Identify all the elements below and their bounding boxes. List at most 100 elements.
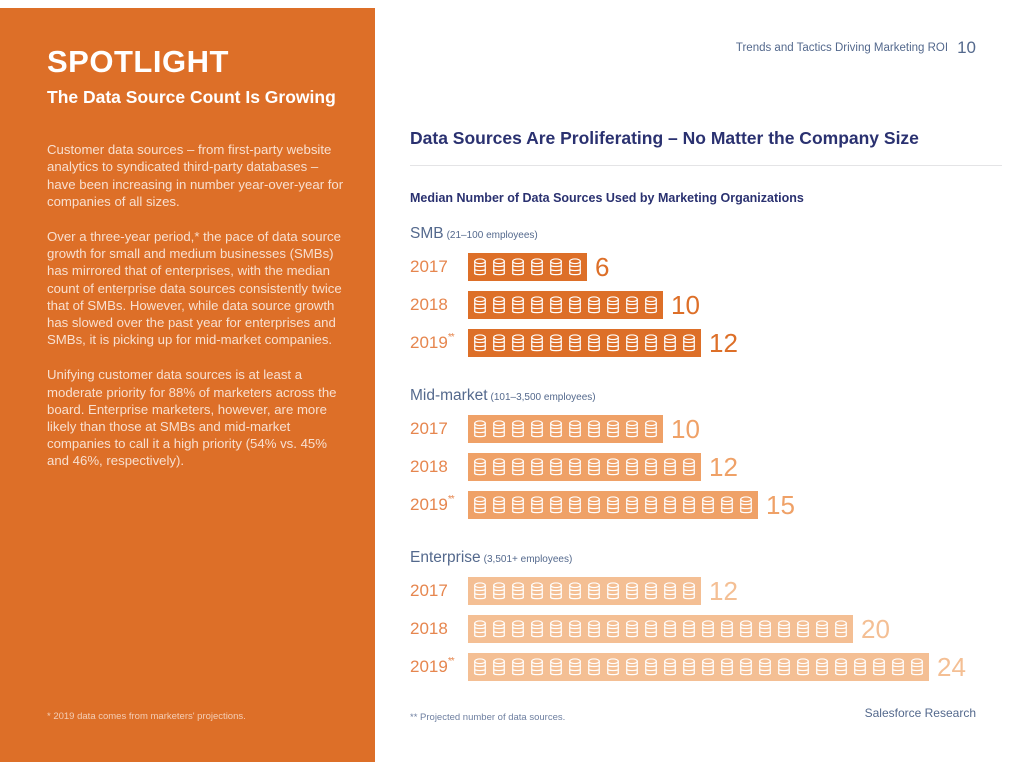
sidebar-paragraph: Over a three-year period,* the pace of d… bbox=[47, 228, 342, 348]
icon-bar bbox=[468, 253, 587, 282]
database-icon bbox=[606, 619, 620, 639]
database-icon bbox=[777, 657, 791, 677]
database-icon bbox=[530, 333, 544, 353]
database-icon bbox=[568, 581, 582, 601]
database-icon bbox=[853, 657, 867, 677]
database-icon bbox=[644, 419, 658, 439]
database-icon bbox=[625, 419, 639, 439]
database-icon bbox=[701, 495, 715, 515]
year-label: 2018 bbox=[410, 457, 448, 477]
chart-subtitle: Median Number of Data Sources Used by Ma… bbox=[410, 191, 804, 206]
spotlight-sidebar: SPOTLIGHT The Data Source Count Is Growi… bbox=[0, 8, 375, 762]
database-icon bbox=[625, 295, 639, 315]
database-icon bbox=[568, 619, 582, 639]
value-label: 24 bbox=[937, 652, 966, 683]
chart-group-mid-market: Mid-market (101–3,500 employees) 2017 10 201… bbox=[410, 387, 1002, 521]
database-icon bbox=[511, 457, 525, 477]
database-icon bbox=[549, 257, 563, 277]
chart-row: 2017 10 bbox=[410, 414, 1002, 445]
chart-group-enterprise: Enterprise (3,501+ employees) 2017 12 2018 20… bbox=[410, 549, 1002, 683]
database-icon bbox=[473, 257, 487, 277]
chart-groups: SMB (21–100 employees) 2017 6 2018 10 2019** 12… bbox=[410, 225, 1002, 683]
database-icon bbox=[606, 295, 620, 315]
database-icon bbox=[834, 657, 848, 677]
database-icon bbox=[663, 333, 677, 353]
page-number: 10 bbox=[957, 38, 976, 57]
icon-bar bbox=[468, 653, 929, 682]
chart-row: 2019** 15 bbox=[410, 490, 1002, 521]
database-icon bbox=[492, 495, 506, 515]
group-header: Enterprise (3,501+ employees) bbox=[410, 549, 1002, 567]
database-icon bbox=[644, 657, 658, 677]
icon-bar bbox=[468, 577, 701, 606]
database-icon bbox=[758, 619, 772, 639]
icon-bar bbox=[468, 453, 701, 482]
database-icon bbox=[549, 295, 563, 315]
group-header: SMB (21–100 employees) bbox=[410, 225, 1002, 243]
database-icon bbox=[815, 657, 829, 677]
year-label: 2018 bbox=[410, 619, 448, 639]
database-icon bbox=[587, 619, 601, 639]
database-icon bbox=[606, 333, 620, 353]
database-icon bbox=[530, 495, 544, 515]
database-icon bbox=[511, 257, 525, 277]
database-icon bbox=[568, 495, 582, 515]
database-icon bbox=[549, 457, 563, 477]
database-icon bbox=[663, 657, 677, 677]
page-header: Trends and Tactics Driving Marketing ROI… bbox=[736, 38, 976, 58]
database-icon bbox=[530, 657, 544, 677]
database-icon bbox=[663, 457, 677, 477]
database-icon bbox=[625, 581, 639, 601]
database-icon bbox=[796, 619, 810, 639]
database-icon bbox=[625, 457, 639, 477]
database-icon bbox=[492, 257, 506, 277]
database-icon bbox=[739, 619, 753, 639]
database-icon bbox=[511, 333, 525, 353]
database-icon bbox=[834, 619, 848, 639]
value-label: 10 bbox=[671, 290, 700, 321]
chart-group-smb: SMB (21–100 employees) 2017 6 2018 10 2019** 12 bbox=[410, 225, 1002, 359]
database-icon bbox=[492, 419, 506, 439]
value-label: 6 bbox=[595, 252, 610, 283]
chart-row: 2017 12 bbox=[410, 576, 1002, 607]
group-label: SMB bbox=[410, 225, 444, 243]
database-icon bbox=[549, 657, 563, 677]
value-label: 12 bbox=[709, 328, 738, 359]
group-sublabel: (21–100 employees) bbox=[446, 230, 538, 242]
database-icon bbox=[682, 333, 696, 353]
database-icon bbox=[720, 619, 734, 639]
database-icon bbox=[663, 581, 677, 601]
year-label: 2019** bbox=[410, 494, 455, 515]
group-label: Mid-market bbox=[410, 387, 488, 405]
database-icon bbox=[492, 457, 506, 477]
title-divider bbox=[410, 165, 1002, 167]
database-icon bbox=[511, 619, 525, 639]
value-label: 12 bbox=[709, 452, 738, 483]
database-icon bbox=[606, 657, 620, 677]
database-icon bbox=[682, 619, 696, 639]
icon-bar bbox=[468, 615, 853, 644]
year-label: 2017 bbox=[410, 257, 448, 277]
database-icon bbox=[644, 495, 658, 515]
year-label: 2019** bbox=[410, 332, 455, 353]
database-icon bbox=[682, 657, 696, 677]
database-icon bbox=[492, 333, 506, 353]
database-icon bbox=[511, 295, 525, 315]
icon-bar bbox=[468, 291, 663, 320]
database-icon bbox=[606, 581, 620, 601]
database-icon bbox=[492, 295, 506, 315]
value-label: 12 bbox=[709, 576, 738, 607]
database-icon bbox=[644, 295, 658, 315]
value-label: 10 bbox=[671, 414, 700, 445]
value-label: 15 bbox=[766, 490, 795, 521]
database-icon bbox=[473, 619, 487, 639]
database-icon bbox=[644, 581, 658, 601]
database-icon bbox=[511, 419, 525, 439]
icon-bar bbox=[468, 491, 758, 520]
database-icon bbox=[587, 295, 601, 315]
database-icon bbox=[587, 457, 601, 477]
database-icon bbox=[682, 457, 696, 477]
database-icon bbox=[492, 581, 506, 601]
database-icon bbox=[796, 657, 810, 677]
database-icon bbox=[530, 619, 544, 639]
